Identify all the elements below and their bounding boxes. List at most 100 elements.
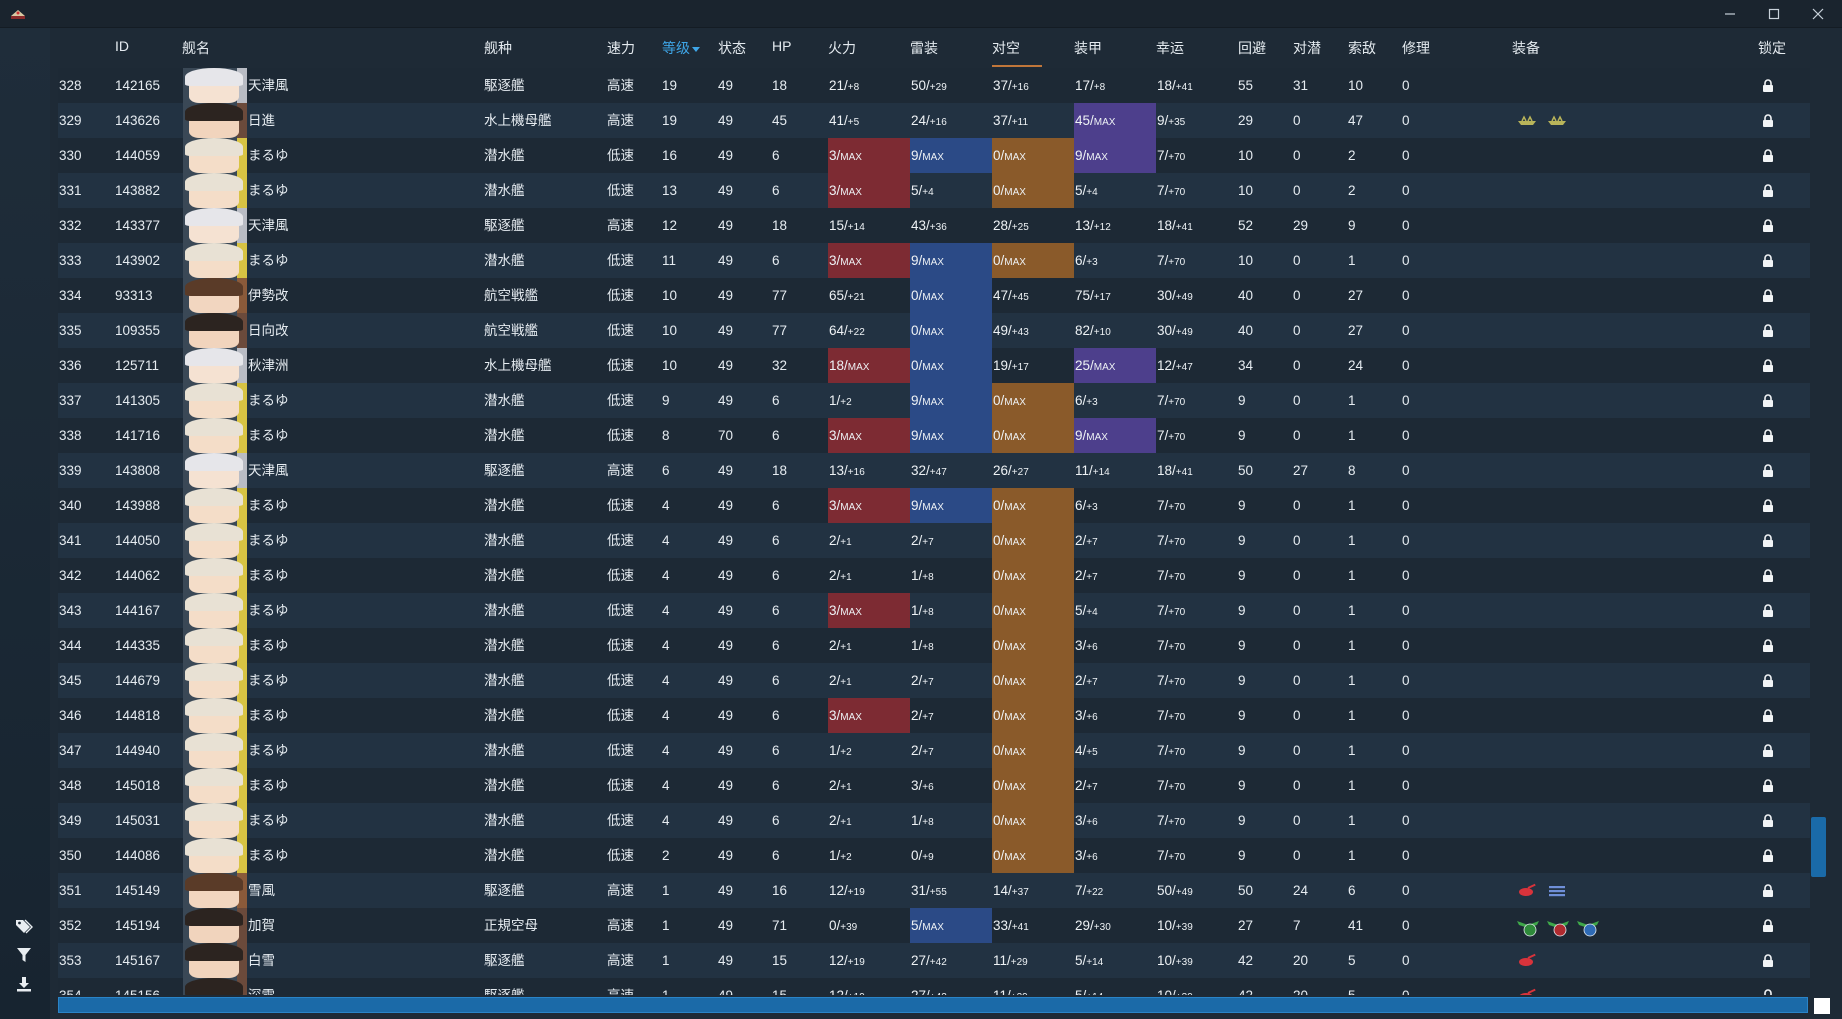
col-header-asw[interactable]: 对潜 bbox=[1293, 40, 1321, 56]
table-row[interactable]: 350 144086 まるゆ 潜水艦 低速 2 49 6 9 0 1 0 1/+2 0/+9 0/MAX 3/… bbox=[58, 838, 1810, 873]
table-row[interactable]: 331 143882 まるゆ 潜水艦 低速 13 49 6 10 0 2 0 3/MAX 5/+4 0/MA… bbox=[58, 173, 1810, 208]
minimize-icon[interactable] bbox=[1708, 0, 1752, 28]
bomber-icon[interactable] bbox=[1546, 916, 1570, 937]
depth-charge-icon[interactable] bbox=[1546, 881, 1570, 901]
lock-icon[interactable] bbox=[1762, 254, 1774, 267]
col-header-id[interactable]: ID bbox=[115, 38, 129, 54]
table-row[interactable]: 330 144059 まるゆ 潜水艦 低速 16 49 6 10 0 2 0 3/MAX 9/MAX 0/M… bbox=[58, 138, 1810, 173]
lock-icon[interactable] bbox=[1762, 79, 1774, 92]
table-row[interactable]: 337 141305 まるゆ 潜水艦 低速 9 49 6 9 0 1 0 1/+2 9/MAX 0/MAX 6… bbox=[58, 383, 1810, 418]
lock-icon[interactable] bbox=[1762, 464, 1774, 477]
table-row[interactable]: 343 144167 まるゆ 潜水艦 低速 4 49 6 9 0 1 0 3/MAX 1/+8 0/MAX 5… bbox=[58, 593, 1810, 628]
stat-separator: / bbox=[1000, 393, 1005, 408]
table-row[interactable]: 332 143377 天津風 駆逐艦 高速 12 49 18 52 29 9 0 15/+14 43/+3… bbox=[58, 208, 1810, 243]
lock-icon[interactable] bbox=[1762, 429, 1774, 442]
stat-antiair-remaining: +29 bbox=[1010, 957, 1028, 968]
close-icon[interactable] bbox=[1796, 0, 1840, 28]
maximize-icon[interactable] bbox=[1752, 0, 1796, 28]
table-row[interactable]: 339 143808 天津風 駆逐艦 高速 6 49 18 50 27 8 0 13/+16 32/+47… bbox=[58, 453, 1810, 488]
lock-icon[interactable] bbox=[1762, 674, 1774, 687]
lock-icon[interactable] bbox=[1762, 289, 1774, 302]
col-header-torpedo[interactable]: 雷装 bbox=[910, 40, 938, 56]
col-header-armor[interactable]: 装甲 bbox=[1074, 40, 1102, 56]
ship-hp: 6 bbox=[772, 183, 780, 198]
table-row[interactable]: 352 145194 加賀 正規空母 高速 1 49 71 27 7 41 0 0/+39 5/MAX 33… bbox=[58, 908, 1810, 943]
lock-icon[interactable] bbox=[1762, 989, 1774, 995]
col-header-antiair[interactable]: 对空 bbox=[992, 40, 1020, 56]
table-row[interactable]: 338 141716 まるゆ 潜水艦 低速 8 70 6 9 0 1 0 3/MAX 9/MAX 0/MAX… bbox=[58, 418, 1810, 453]
table-row[interactable]: 342 144062 まるゆ 潜水艦 低速 4 49 6 9 0 1 0 2/+1 1/+8 0/MAX 2/… bbox=[58, 558, 1810, 593]
seaplane-icon[interactable] bbox=[1546, 111, 1570, 131]
stat-firepower-value: 2 bbox=[829, 813, 837, 828]
table-row[interactable]: 345 144679 まるゆ 潜水艦 低速 4 49 6 9 0 1 0 2/+1 2/+7 0/MAX 2/… bbox=[58, 663, 1810, 698]
tag-icon[interactable] bbox=[14, 916, 34, 936]
col-header-luck[interactable]: 幸运 bbox=[1156, 40, 1184, 56]
stat-torpedo-remaining: MAX bbox=[922, 257, 944, 268]
stat-separator: / bbox=[926, 113, 930, 128]
ship-name: まるゆ bbox=[248, 253, 289, 268]
lock-icon[interactable] bbox=[1762, 884, 1774, 897]
table-row[interactable]: 351 145149 雪風 駆逐艦 高速 1 49 16 50 24 6 0 12/+19 31/+55 1… bbox=[58, 873, 1810, 908]
table-row[interactable]: 340 143988 まるゆ 潜水艦 低速 4 49 6 9 0 1 0 3/MAX 9/MAX 0/MAX… bbox=[58, 488, 1810, 523]
col-header-repair[interactable]: 修理 bbox=[1402, 40, 1430, 56]
table-row[interactable]: 349 145031 まるゆ 潜水艦 低速 4 49 6 9 0 1 0 2/+1 1/+8 0/MAX 3/… bbox=[58, 803, 1810, 838]
col-header-los[interactable]: 索敌 bbox=[1348, 40, 1376, 56]
table-row[interactable]: 344 144335 まるゆ 潜水艦 低速 4 49 6 9 0 1 0 2/+1 1/+8 0/MAX 3/… bbox=[58, 628, 1810, 663]
lock-icon[interactable] bbox=[1762, 324, 1774, 337]
vertical-scrollbar-thumb[interactable] bbox=[1811, 817, 1826, 877]
attacker-icon[interactable] bbox=[1576, 916, 1600, 937]
col-header-type[interactable]: 舰种 bbox=[484, 40, 512, 56]
row-number: 333 bbox=[59, 253, 82, 268]
lock-icon[interactable] bbox=[1762, 149, 1774, 162]
fighter-icon[interactable] bbox=[1516, 916, 1540, 937]
lock-icon[interactable] bbox=[1762, 569, 1774, 582]
col-header-speed[interactable]: 速力 bbox=[607, 40, 635, 56]
lock-icon[interactable] bbox=[1762, 184, 1774, 197]
table-row[interactable]: 353 145167 白雪 駆逐艦 高速 1 49 15 42 20 5 0 12/+19 27/+42 1… bbox=[58, 943, 1810, 978]
seaplane-icon[interactable] bbox=[1516, 111, 1540, 131]
col-header-equipment[interactable]: 装备 bbox=[1512, 40, 1540, 56]
lock-icon[interactable] bbox=[1762, 954, 1774, 967]
table-row[interactable]: 329 143626 日進 水上機母艦 高速 19 49 45 29 0 47 0 41/+5 24/+1… bbox=[58, 103, 1810, 138]
lock-icon[interactable] bbox=[1762, 814, 1774, 827]
table-row[interactable]: 348 145018 まるゆ 潜水艦 低速 4 49 6 9 0 1 0 2/+1 3/+6 0/MAX 2/… bbox=[58, 768, 1810, 803]
lock-icon[interactable] bbox=[1762, 849, 1774, 862]
gun-icon[interactable] bbox=[1516, 951, 1540, 971]
lock-icon[interactable] bbox=[1762, 499, 1774, 512]
col-header-firepower[interactable]: 火力 bbox=[828, 40, 856, 56]
lock-icon[interactable] bbox=[1762, 709, 1774, 722]
gun-icon[interactable] bbox=[1516, 881, 1540, 901]
table-row[interactable]: 336 125711 秋津洲 水上機母艦 低速 10 49 32 34 0 24 0 18/MAX 0/M… bbox=[58, 348, 1810, 383]
lock-icon[interactable] bbox=[1762, 114, 1774, 127]
filter-icon[interactable] bbox=[14, 945, 34, 965]
table-row[interactable]: 335 109355 日向改 航空戦艦 低速 10 49 77 40 0 27 0 64/+22 0/MA… bbox=[58, 313, 1810, 348]
col-header-condition[interactable]: 状态 bbox=[718, 40, 746, 56]
col-header-hp[interactable]: HP bbox=[772, 38, 792, 54]
lock-icon[interactable] bbox=[1762, 219, 1774, 232]
table-row[interactable]: 354145156深雪駆逐艦高速1491542205012/+1927/+421… bbox=[58, 978, 1810, 995]
gun-icon[interactable] bbox=[1516, 986, 1540, 995]
table-row[interactable]: 341 144050 まるゆ 潜水艦 低速 4 49 6 9 0 1 0 2/+1 2/+7 0/MAX 2/… bbox=[58, 523, 1810, 558]
table-row[interactable]: 347 144940 まるゆ 潜水艦 低速 4 49 6 9 0 1 0 1/+2 2/+7 0/MAX 4/… bbox=[58, 733, 1810, 768]
col-header-lock[interactable]: 锁定 bbox=[1758, 40, 1786, 56]
ship-type: 潜水艦 bbox=[484, 603, 525, 618]
table-row[interactable]: 328 142165 天津風 駆逐艦 高速 19 49 18 55 31 10 0 21/+8 50/+2… bbox=[58, 68, 1810, 103]
lock-icon[interactable] bbox=[1762, 394, 1774, 407]
horizontal-scrollbar[interactable] bbox=[58, 997, 1808, 1013]
lock-icon[interactable] bbox=[1762, 359, 1774, 372]
lock-icon[interactable] bbox=[1762, 779, 1774, 792]
col-header-evasion[interactable]: 回避 bbox=[1238, 40, 1266, 56]
table-row[interactable]: 346 144818 まるゆ 潜水艦 低速 4 49 6 9 0 1 0 3/MAX 2/+7 0/MAX 3… bbox=[58, 698, 1810, 733]
col-header-level[interactable]: 等级 bbox=[662, 38, 700, 58]
lock-icon[interactable] bbox=[1762, 639, 1774, 652]
vertical-scrollbar-track[interactable] bbox=[1810, 28, 1832, 995]
lock-icon[interactable] bbox=[1762, 744, 1774, 757]
table-row[interactable]: 333 143902 まるゆ 潜水艦 低速 11 49 6 10 0 1 0 3/MAX 9/MAX 0/M… bbox=[58, 243, 1810, 278]
lock-icon[interactable] bbox=[1762, 919, 1774, 932]
lock-icon[interactable] bbox=[1762, 604, 1774, 617]
col-header-name[interactable]: 舰名 bbox=[182, 40, 210, 56]
lock-icon[interactable] bbox=[1762, 534, 1774, 547]
download-icon[interactable] bbox=[14, 974, 34, 994]
stat-armor-remaining: +7 bbox=[1086, 572, 1098, 583]
table-row[interactable]: 334 93313 伊勢改 航空戦艦 低速 10 49 77 40 0 27 0 65/+21 0/MAX… bbox=[58, 278, 1810, 313]
